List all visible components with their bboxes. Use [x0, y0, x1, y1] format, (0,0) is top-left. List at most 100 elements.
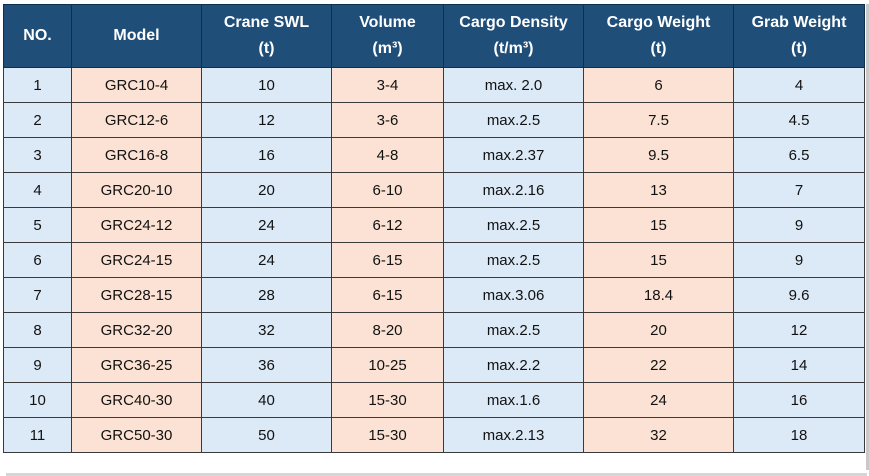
cell-no: 2	[3, 102, 72, 138]
table-body: 1 GRC10-4 10 3-4 max. 2.0 6 4 2 GRC12-6 12 3-6 max.…	[3, 67, 865, 453]
header-volume: Volume (m³)	[331, 4, 444, 68]
cell-volume: 3-6	[331, 102, 444, 138]
cell-cargo-weight: 32	[583, 417, 734, 453]
cell-volume: 6-15	[331, 242, 444, 278]
table-row: 10 GRC40-30 40 15-30 max.1.6 24 16	[3, 382, 865, 418]
cell-cargo-weight: 6	[583, 67, 734, 103]
cell-volume: 15-30	[331, 417, 444, 453]
cell-model: GRC10-4	[71, 67, 202, 103]
table-row: 7 GRC28-15 28 6-15 max.3.06 18.4 9.6	[3, 277, 865, 313]
header-crane-swl: Crane SWL (t)	[201, 4, 332, 68]
table-shadow-right	[866, 4, 869, 470]
cell-no: 4	[3, 172, 72, 208]
grab-specification-table: NO. Model Crane SWL (t) Volume (m³) Cargo …	[3, 4, 865, 453]
cell-cargo-density: max.3.06	[443, 277, 584, 313]
cell-volume: 8-20	[331, 312, 444, 348]
cell-grab-weight: 6.5	[733, 137, 865, 173]
cell-no: 3	[3, 137, 72, 173]
header-model: Model	[71, 4, 202, 68]
cell-crane-swl: 20	[201, 172, 332, 208]
cell-model: GRC32-20	[71, 312, 202, 348]
cell-volume: 4-8	[331, 137, 444, 173]
table-row: 6 GRC24-15 24 6-15 max.2.5 15 9	[3, 242, 865, 278]
cell-cargo-density: max.2.16	[443, 172, 584, 208]
header-grab-weight: Grab Weight (t)	[733, 4, 865, 68]
cell-crane-swl: 28	[201, 277, 332, 313]
cell-grab-weight: 9.6	[733, 277, 865, 313]
cell-volume: 6-12	[331, 207, 444, 243]
cell-cargo-density: max.1.6	[443, 382, 584, 418]
cell-no: 11	[3, 417, 72, 453]
cell-no: 6	[3, 242, 72, 278]
cell-crane-swl: 32	[201, 312, 332, 348]
cell-cargo-weight: 24	[583, 382, 734, 418]
cell-crane-swl: 16	[201, 137, 332, 173]
cell-model: GRC12-6	[71, 102, 202, 138]
cell-model: GRC50-30	[71, 417, 202, 453]
cell-volume: 10-25	[331, 347, 444, 383]
cell-no: 7	[3, 277, 72, 313]
cell-cargo-weight: 22	[583, 347, 734, 383]
cell-grab-weight: 4.5	[733, 102, 865, 138]
cell-cargo-density: max.2.5	[443, 312, 584, 348]
cell-model: GRC40-30	[71, 382, 202, 418]
table-row: 8 GRC32-20 32 8-20 max.2.5 20 12	[3, 312, 865, 348]
cell-model: GRC24-12	[71, 207, 202, 243]
table-row: 5 GRC24-12 24 6-12 max.2.5 15 9	[3, 207, 865, 243]
cell-volume: 15-30	[331, 382, 444, 418]
cell-grab-weight: 18	[733, 417, 865, 453]
cell-crane-swl: 24	[201, 242, 332, 278]
table-row: 4 GRC20-10 20 6-10 max.2.16 13 7	[3, 172, 865, 208]
cell-cargo-weight: 7.5	[583, 102, 734, 138]
cell-grab-weight: 4	[733, 67, 865, 103]
cell-crane-swl: 40	[201, 382, 332, 418]
cell-cargo-density: max.2.5	[443, 207, 584, 243]
table-row: 2 GRC12-6 12 3-6 max.2.5 7.5 4.5	[3, 102, 865, 138]
cell-cargo-weight: 15	[583, 207, 734, 243]
cell-volume: 6-10	[331, 172, 444, 208]
cell-crane-swl: 24	[201, 207, 332, 243]
cell-grab-weight: 12	[733, 312, 865, 348]
cell-crane-swl: 50	[201, 417, 332, 453]
cell-no: 5	[3, 207, 72, 243]
cell-cargo-weight: 18.4	[583, 277, 734, 313]
cell-crane-swl: 36	[201, 347, 332, 383]
cell-cargo-weight: 9.5	[583, 137, 734, 173]
cell-grab-weight: 16	[733, 382, 865, 418]
cell-model: GRC24-15	[71, 242, 202, 278]
cell-model: GRC36-25	[71, 347, 202, 383]
cell-crane-swl: 12	[201, 102, 332, 138]
cell-no: 10	[3, 382, 72, 418]
header-no: NO.	[3, 4, 72, 68]
cell-no: 1	[3, 67, 72, 103]
table-row: 9 GRC36-25 36 10-25 max.2.2 22 14	[3, 347, 865, 383]
header-row: NO. Model Crane SWL (t) Volume (m³) Cargo …	[3, 4, 865, 68]
table-row: 3 GRC16-8 16 4-8 max.2.37 9.5 6.5	[3, 137, 865, 173]
cell-grab-weight: 14	[733, 347, 865, 383]
cell-no: 8	[3, 312, 72, 348]
cell-model: GRC28-15	[71, 277, 202, 313]
cell-volume: 3-4	[331, 67, 444, 103]
cell-volume: 6-15	[331, 277, 444, 313]
specification-table-container: NO. Model Crane SWL (t) Volume (m³) Cargo …	[3, 4, 865, 453]
cell-cargo-weight: 15	[583, 242, 734, 278]
cell-model: GRC16-8	[71, 137, 202, 173]
cell-cargo-density: max.2.5	[443, 242, 584, 278]
cell-cargo-weight: 20	[583, 312, 734, 348]
cell-model: GRC20-10	[71, 172, 202, 208]
cell-crane-swl: 10	[201, 67, 332, 103]
header-cargo-density: Cargo Density (t/m³)	[443, 4, 584, 68]
cell-no: 9	[3, 347, 72, 383]
table-row: 11 GRC50-30 50 15-30 max.2.13 32 18	[3, 417, 865, 453]
table-row: 1 GRC10-4 10 3-4 max. 2.0 6 4	[3, 67, 865, 103]
cell-cargo-density: max. 2.0	[443, 67, 584, 103]
cell-cargo-density: max.2.5	[443, 102, 584, 138]
cell-grab-weight: 7	[733, 172, 865, 208]
cell-cargo-density: max.2.2	[443, 347, 584, 383]
cell-cargo-weight: 13	[583, 172, 734, 208]
cell-cargo-density: max.2.37	[443, 137, 584, 173]
cell-cargo-density: max.2.13	[443, 417, 584, 453]
table-shadow-bottom	[6, 473, 867, 476]
cell-grab-weight: 9	[733, 242, 865, 278]
header-cargo-weight: Cargo Weight (t)	[583, 4, 734, 68]
